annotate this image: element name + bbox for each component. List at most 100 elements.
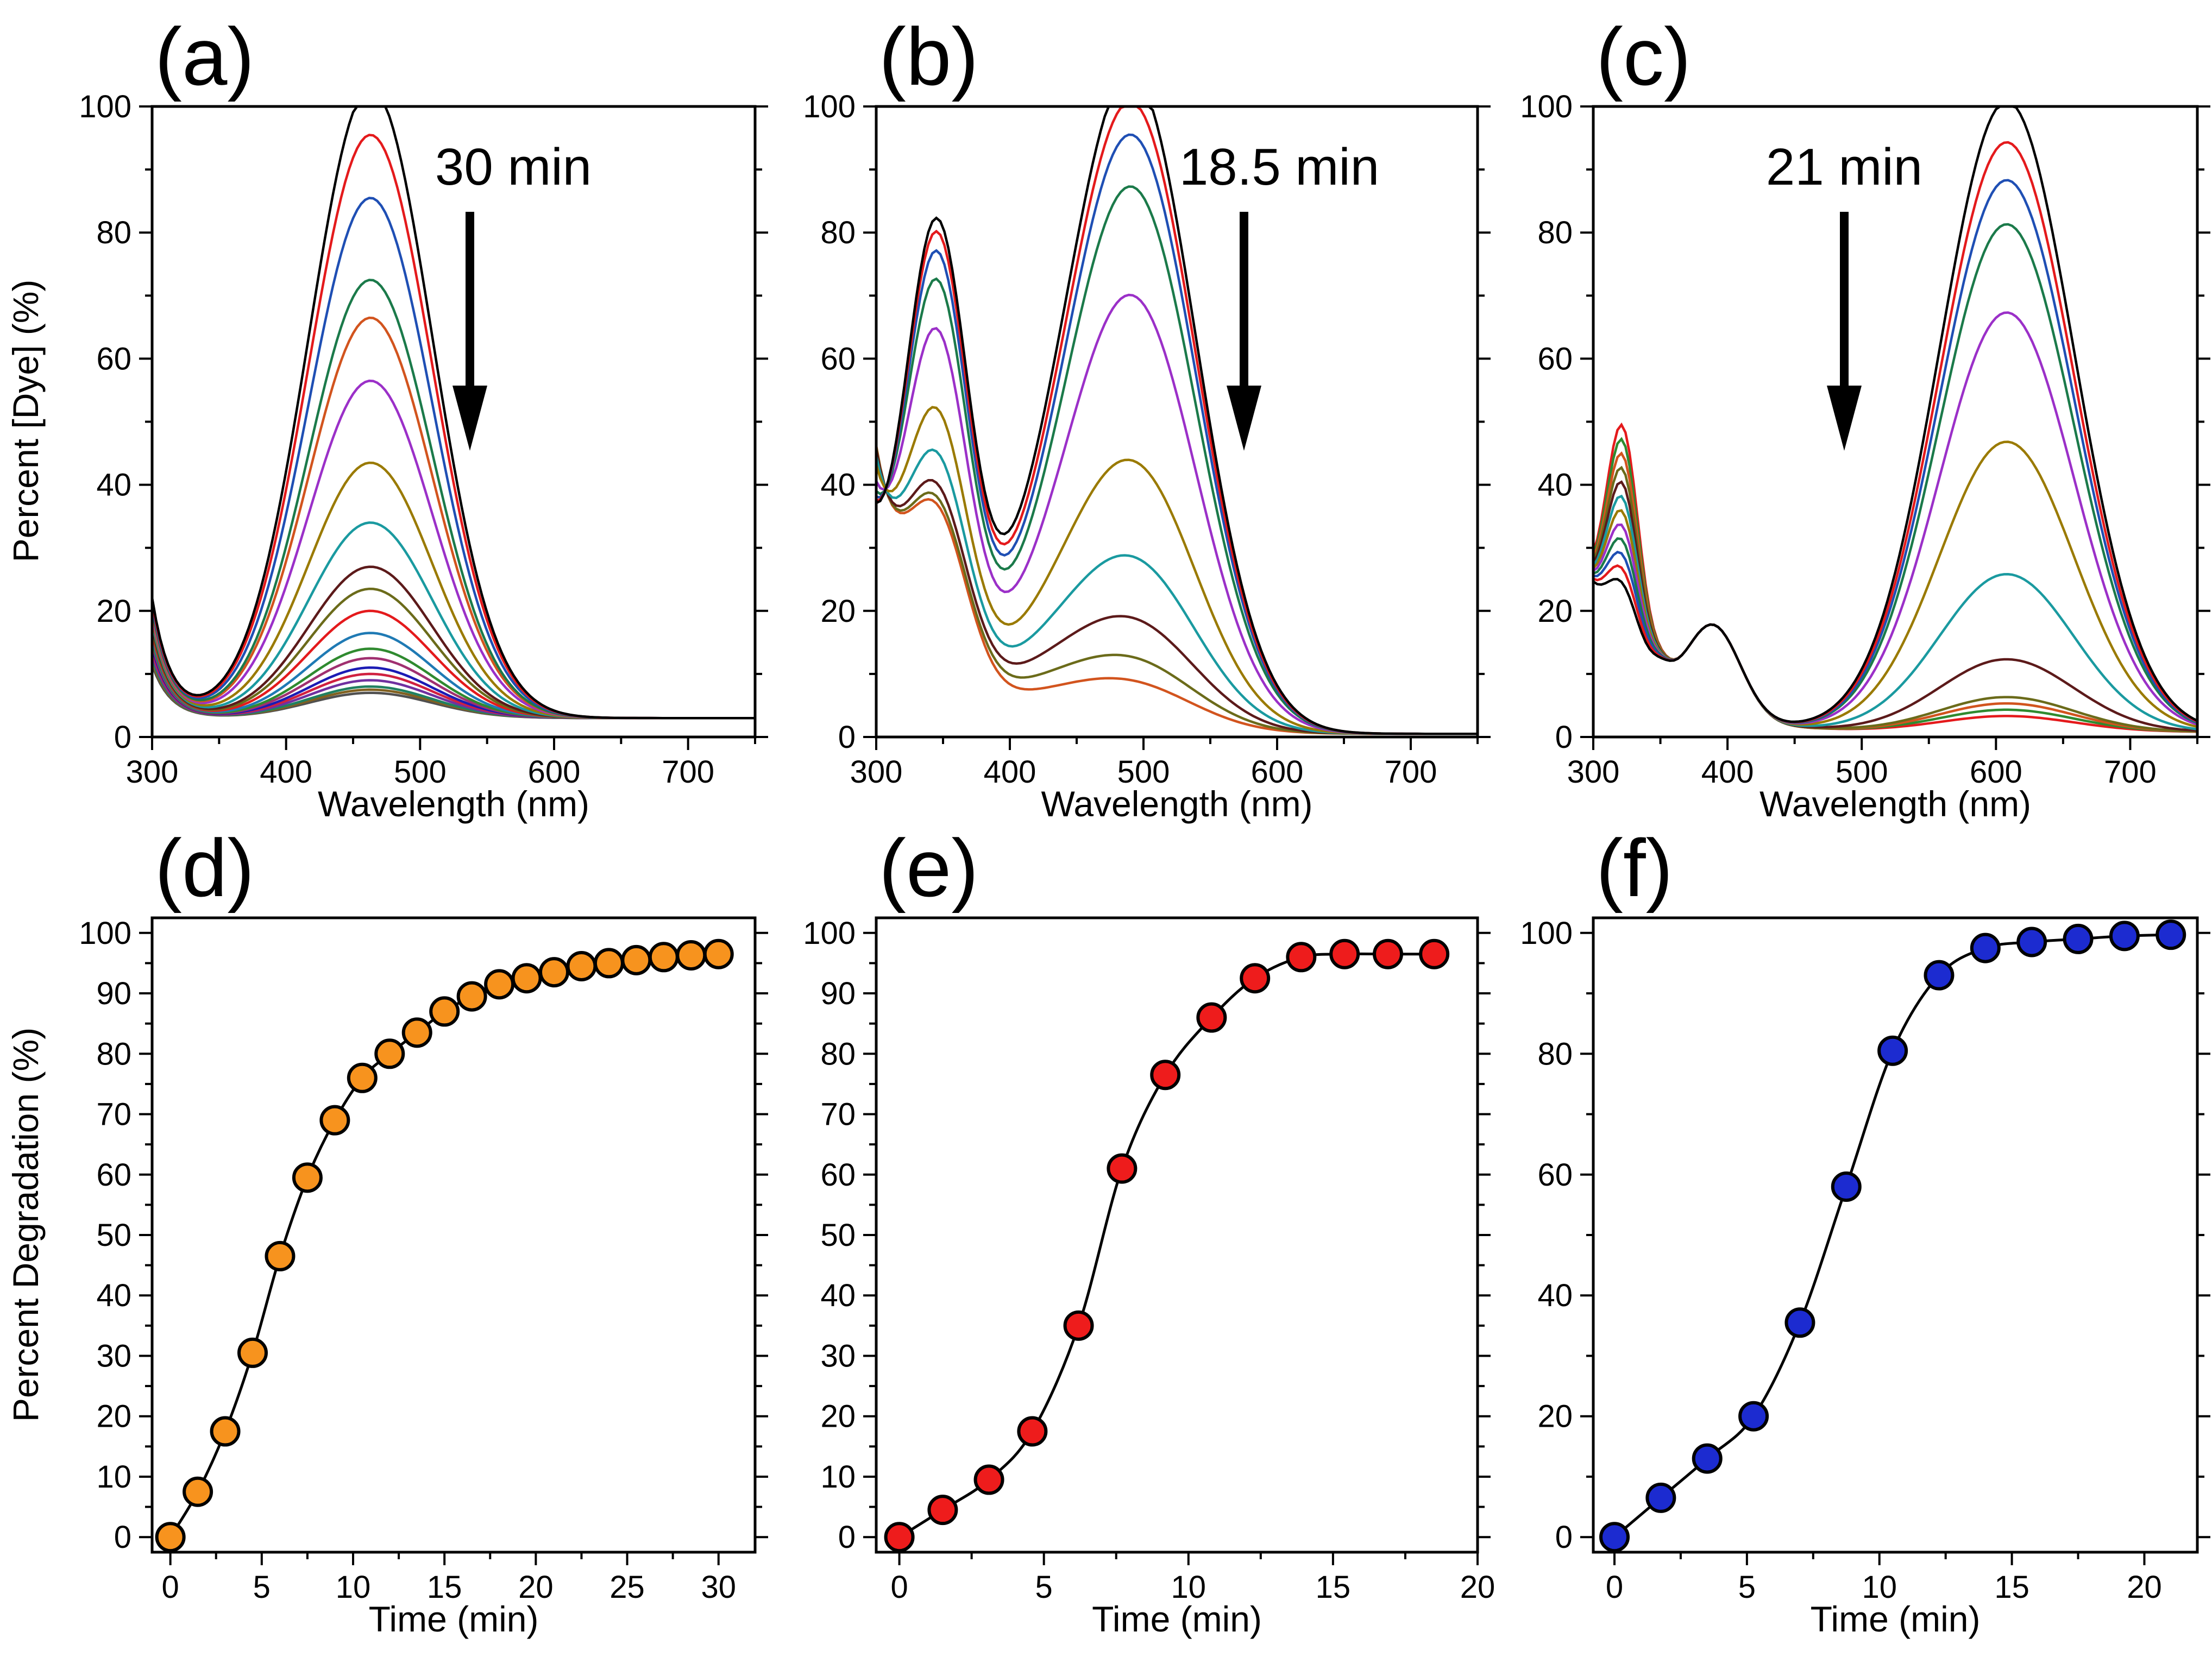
data-point	[1063, 1310, 1094, 1341]
y-tick-label: 60	[1537, 341, 1573, 376]
arrow-head	[1227, 386, 1261, 451]
data-point	[621, 944, 652, 975]
y-tick-label: 60	[820, 341, 856, 376]
spectrum-line	[1593, 494, 2197, 730]
x-axis-title: Wavelength (nm)	[318, 784, 589, 824]
spectrum-line	[152, 106, 755, 720]
fit-curve	[898, 952, 1435, 1539]
data-point	[319, 1105, 350, 1136]
data-point	[1877, 1035, 1908, 1066]
data-point	[539, 957, 569, 988]
x-tick-label: 20	[2127, 1570, 2162, 1605]
x-tick-label: 5	[1738, 1570, 1756, 1605]
data-point	[1240, 963, 1271, 994]
y-tick-label: 30	[820, 1338, 856, 1374]
data-point	[2156, 919, 2186, 950]
y-tick-label: 100	[79, 89, 131, 124]
x-tick-label: 20	[1460, 1570, 1495, 1605]
data-point	[183, 1476, 213, 1507]
data-point	[1150, 1060, 1181, 1091]
y-tick-label: 80	[820, 1036, 856, 1072]
spectrum-line	[1593, 106, 2197, 723]
y-tick-label: 0	[838, 720, 856, 755]
y-tick-label: 10	[96, 1459, 131, 1495]
x-tick-label: 400	[260, 754, 312, 790]
data-point	[1329, 938, 1360, 969]
y-tick-label: 0	[114, 720, 131, 755]
x-tick-label: 700	[662, 754, 714, 790]
data-point	[1831, 1171, 1862, 1202]
y-tick-label: 50	[820, 1218, 856, 1253]
spectrum-line	[876, 448, 1478, 735]
data-point	[1784, 1307, 1815, 1338]
arrow-head	[1827, 386, 1862, 451]
data-point	[155, 1522, 186, 1553]
x-tick-label: 0	[162, 1570, 179, 1605]
x-tick-label: 300	[1567, 754, 1620, 790]
y-tick-label: 0	[1555, 720, 1573, 755]
spectrum-line	[1593, 179, 2197, 724]
data-point	[347, 1062, 378, 1093]
data-point	[429, 996, 460, 1027]
data-point	[1107, 1153, 1138, 1184]
panel-label: (d)	[155, 822, 254, 913]
time-annotation: 21 min	[1766, 138, 1922, 196]
x-tick-label: 300	[850, 754, 903, 790]
data-point	[2063, 923, 2094, 954]
data-point	[1017, 1416, 1048, 1447]
panel-label: (e)	[879, 822, 978, 913]
y-tick-label: 40	[1537, 1278, 1573, 1313]
plot-data	[876, 106, 1478, 735]
x-tick-label: 500	[394, 754, 447, 790]
x-tick-label: 15	[1316, 1570, 1351, 1605]
data-point	[973, 1464, 1004, 1495]
y-tick-label: 20	[96, 1399, 131, 1434]
spectrum-line	[1593, 223, 2197, 724]
x-tick-label: 30	[701, 1570, 736, 1605]
panel-b: (b) 18.5 min 300 400 500 600 700 0 20 40 60 80 100 Wa…	[803, 11, 1491, 824]
data-point	[237, 1337, 268, 1368]
y-tick-label: 80	[96, 215, 131, 250]
x-tick-label: 500	[1117, 754, 1170, 790]
data-point	[1692, 1443, 1723, 1474]
x-tick-label: 20	[518, 1570, 554, 1605]
x-tick-label: 300	[126, 754, 179, 790]
data-point	[1373, 938, 1404, 969]
y-tick-label: 100	[803, 916, 856, 951]
x-axis-title: Time (min)	[1811, 1599, 1981, 1639]
panel-e: (e) 0 5 10 15 20 0 10 20 30 40 50 60 70 80 90 100 Time (m…	[803, 822, 1495, 1639]
data-point	[648, 942, 679, 973]
plot-frame	[1592, 105, 2199, 739]
y-tick-label: 60	[96, 341, 131, 376]
data-point	[210, 1416, 241, 1447]
spectrum-line	[876, 445, 1478, 735]
panel-label: (c)	[1596, 11, 1691, 102]
plot-data	[1593, 106, 2197, 733]
y-tick-label: 100	[79, 916, 131, 951]
x-tick-label: 15	[1994, 1570, 2029, 1605]
data-point	[1924, 960, 1955, 991]
x-tick-label: 5	[253, 1570, 271, 1605]
y-tick-label: 0	[838, 1520, 856, 1555]
x-tick-label: 25	[609, 1570, 645, 1605]
y-tick-label: 0	[1555, 1520, 1573, 1555]
y-tick-label: 90	[820, 976, 856, 1011]
y-tick-label: 40	[820, 468, 856, 503]
y-tick-label: 30	[96, 1338, 131, 1374]
data-point	[292, 1162, 323, 1193]
x-tick-label: 0	[890, 1570, 908, 1605]
data-point	[676, 940, 707, 971]
data-point	[1738, 1401, 1769, 1432]
x-tick-label: 400	[1701, 754, 1754, 790]
x-tick-label: 700	[2104, 754, 2157, 790]
y-tick-label: 100	[1520, 89, 1573, 124]
data-point	[484, 969, 515, 1000]
y-tick-label: 20	[820, 1399, 856, 1434]
plot-data	[152, 106, 755, 720]
panel-label: (a)	[155, 11, 254, 102]
y-tick-label: 100	[803, 89, 856, 124]
x-tick-label: 10	[336, 1570, 371, 1605]
y-tick-label: 20	[1537, 1399, 1573, 1434]
